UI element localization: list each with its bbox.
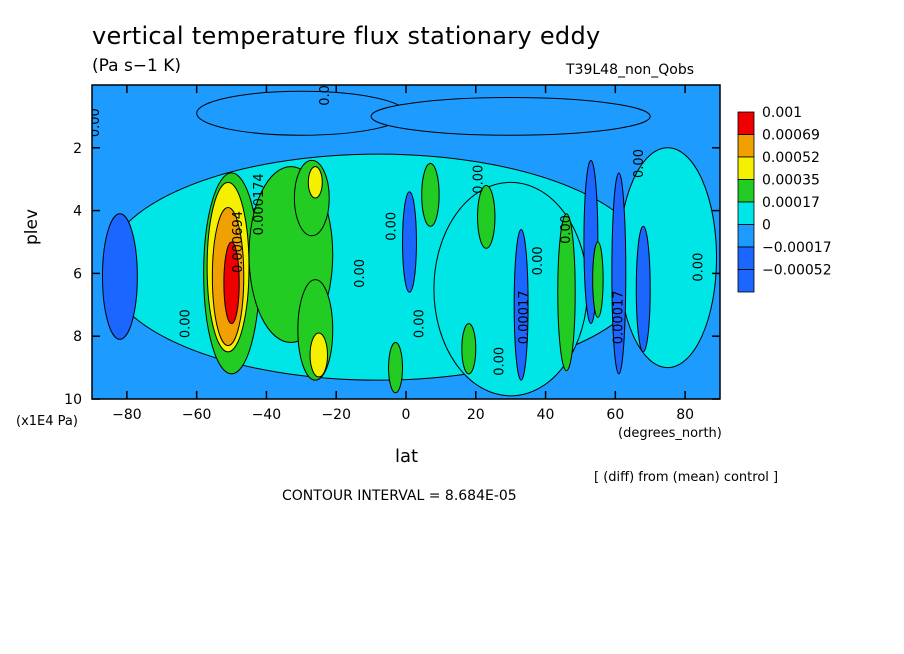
- x-tick-label-3: −20: [321, 407, 351, 423]
- region-neg_strong-10: [611, 172, 627, 375]
- contour-interval-label: CONTOUR INTERVAL = 8.684E-05: [282, 488, 517, 504]
- region-pos_low-16: [421, 163, 440, 227]
- legend-label-4: 0.00017: [762, 195, 820, 211]
- contour-label-10: 0.00: [412, 309, 427, 338]
- legend-swatch-4: [737, 201, 755, 225]
- contour-label-13: 0.00017: [517, 290, 532, 344]
- legend-swatch-1: [737, 134, 755, 158]
- legend-swatch-0: [737, 111, 755, 135]
- contour-label-11: 0.00: [179, 309, 194, 338]
- legend-swatch-2: [737, 156, 755, 180]
- legend-label-7: −0.00052: [762, 263, 832, 279]
- x-tick-label-0: −80: [112, 407, 142, 423]
- y-tick-label-1: 4: [73, 204, 82, 220]
- x-axis-label: lat: [395, 446, 419, 467]
- region-neg_strong-7: [402, 191, 417, 293]
- legend-swatch-7: [737, 269, 755, 293]
- contour-label-8: 0.00: [559, 215, 574, 244]
- legend-swatch-6: [737, 246, 755, 270]
- region-max-26: [223, 241, 240, 325]
- contour-label-5: 0.00: [385, 212, 400, 241]
- plot-area: [92, 85, 720, 399]
- region-neg_strong-6: [101, 213, 138, 340]
- x-axis-unit: (degrees_north): [618, 426, 722, 441]
- contour-label-15: 0.000694: [231, 211, 246, 273]
- y-tick-label-3: 8: [73, 329, 82, 345]
- legend-swatch-3: [737, 179, 755, 203]
- region-pos_low-21: [592, 241, 604, 318]
- region-neg_strong-8: [513, 228, 529, 381]
- contour-label-7: 0.00: [531, 246, 546, 275]
- legend-swatch-5: [737, 224, 755, 248]
- legend: 0.001 0.00069 0.00052 0.00035 0.00017 0 −0.000…: [737, 105, 832, 293]
- region-pos_mid-24: [309, 332, 328, 378]
- legend-label-1: 0.00069: [762, 128, 820, 144]
- contour-label-2: 0.00: [632, 149, 647, 178]
- legend-label-2: 0.00052: [762, 150, 820, 166]
- contour-label-9: 0.00: [692, 253, 707, 282]
- page-title: vertical temperature flux stationary edd…: [92, 22, 601, 50]
- x-tick-label-7: 60: [606, 407, 624, 423]
- legend-label-0: 0.001: [762, 105, 802, 121]
- x-tick-label-4: 0: [402, 407, 411, 423]
- x-tick-label-6: 40: [537, 407, 555, 423]
- y-tick-label-4: 10: [64, 392, 82, 408]
- legend-label-6: −0.00017: [762, 240, 832, 256]
- contour-label-3: 0.00: [472, 165, 487, 194]
- contour-label-1: 0.00: [88, 108, 103, 137]
- contour-label-6: 0.00: [353, 259, 368, 288]
- region-pos_low-20: [388, 341, 404, 394]
- legend-label-3: 0.00035: [762, 173, 820, 189]
- region-neg-5: [370, 97, 651, 136]
- region-neg_strong-11: [635, 225, 651, 353]
- legend-label-5: 0: [762, 218, 771, 234]
- x-tick-label-2: −40: [252, 407, 282, 423]
- contour-label-12: 0.00: [493, 347, 508, 376]
- region-pos_low-19: [557, 213, 576, 372]
- region-pos_low-18: [461, 323, 477, 375]
- y-tick-label-2: 6: [73, 266, 82, 282]
- axes: −80 −60 −40 −20 0 20 40 60 80 2 4 6 8 10: [64, 85, 720, 423]
- x-tick-label-8: 80: [676, 407, 694, 423]
- contour-label-14: 0.00017: [611, 290, 626, 344]
- region-pos_low-17: [477, 184, 496, 249]
- y-axis-unit: (x1E4 Pa): [16, 414, 78, 429]
- diff-note: [ (diff) from (mean) control ]: [594, 470, 779, 485]
- x-tick-label-1: −60: [182, 407, 212, 423]
- contour-label-0: 0.00: [318, 77, 333, 106]
- run-name-label: T39L48_non_Qobs: [566, 62, 695, 78]
- y-tick-label-0: 2: [73, 141, 82, 157]
- contour-labels: 0.00 0.00 0.00 0.00 0.000174 0.00 0.00 0.00 0.00…: [88, 77, 707, 376]
- x-tick-label-5: 20: [467, 407, 485, 423]
- contour-label-4: 0.000174: [252, 173, 267, 235]
- units-label: (Pa s−1 K): [92, 56, 182, 76]
- region-pos_mid-23: [307, 166, 323, 199]
